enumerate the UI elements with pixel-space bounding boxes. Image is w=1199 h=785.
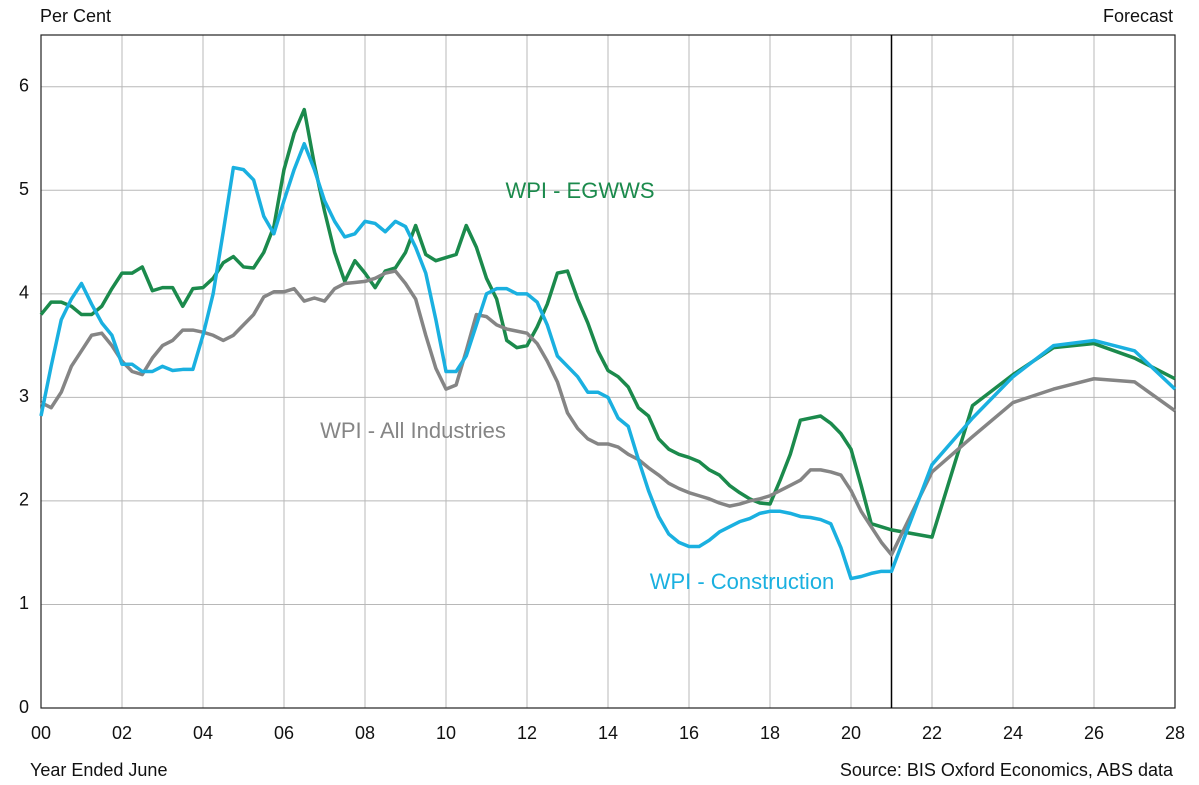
x-tick-label: 22 <box>922 723 942 743</box>
y-tick-label: 6 <box>19 76 29 96</box>
y-tick-label: 2 <box>19 490 29 510</box>
x-tick-label: 14 <box>598 723 618 743</box>
x-tick-label: 16 <box>679 723 699 743</box>
x-tick-label: 20 <box>841 723 861 743</box>
x-tick-label: 04 <box>193 723 213 743</box>
y-tick-label: 3 <box>19 386 29 406</box>
y-tick-label: 1 <box>19 593 29 613</box>
x-tick-label: 02 <box>112 723 132 743</box>
y-tick-label: 4 <box>19 283 29 303</box>
series-label: WPI - EGWWS <box>505 178 654 203</box>
plot-border <box>40 34 1176 709</box>
x-tick-label: 10 <box>436 723 456 743</box>
y-tick-label: 0 <box>19 697 29 717</box>
x-tick-label: 00 <box>31 723 51 743</box>
x-tick-label: 08 <box>355 723 375 743</box>
x-tick-label: 06 <box>274 723 294 743</box>
y-tick-label: 5 <box>19 179 29 199</box>
series-label: WPI - All Industries <box>320 418 506 443</box>
series-label: WPI - Construction <box>650 569 835 594</box>
x-tick-label: 24 <box>1003 723 1023 743</box>
x-tick-label: 28 <box>1165 723 1185 743</box>
forecast-label: Forecast <box>1103 6 1173 26</box>
x-axis-label: Year Ended June <box>30 760 167 780</box>
series-line <box>39 107 1176 539</box>
source: Source: BIS Oxford Economics, ABS data <box>840 760 1174 780</box>
x-tick-label: 12 <box>517 723 537 743</box>
x-tick-label: 26 <box>1084 723 1104 743</box>
series-line <box>39 141 1177 581</box>
y-axis-label: Per Cent <box>40 6 111 26</box>
series-line <box>40 269 1177 557</box>
x-tick-label: 18 <box>760 723 780 743</box>
